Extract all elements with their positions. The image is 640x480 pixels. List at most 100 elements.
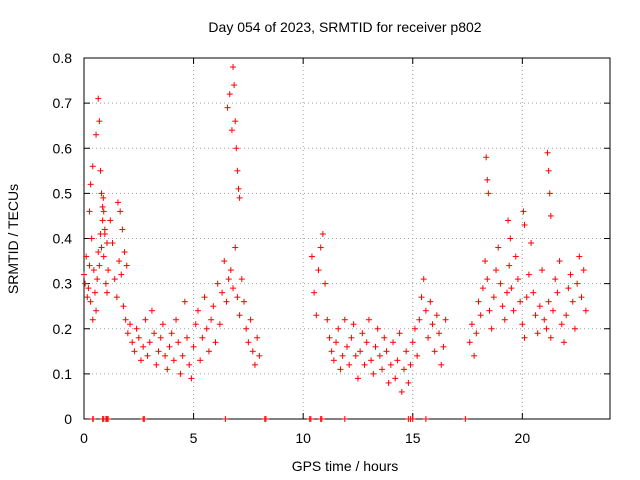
data-point: [363, 339, 370, 346]
data-point: [131, 348, 138, 355]
data-point: [236, 312, 243, 319]
data-point: [536, 303, 543, 310]
data-point: [335, 325, 342, 332]
data-point: [104, 240, 111, 247]
data-point: [194, 307, 201, 314]
data-point: [520, 208, 527, 215]
data-point: [118, 271, 125, 278]
data-point: [438, 361, 445, 368]
data-point: [405, 379, 412, 386]
data-point: [168, 330, 175, 337]
data-point: [116, 258, 123, 265]
data-point: [93, 307, 100, 314]
data-point: [93, 131, 100, 138]
data-point: [311, 289, 318, 296]
data-point: [368, 357, 375, 364]
x-tick-label: 15: [405, 430, 421, 446]
data-point: [105, 267, 112, 274]
data-point: [95, 95, 102, 102]
data-point: [440, 343, 447, 350]
data-point: [574, 280, 581, 287]
data-point: [346, 361, 353, 368]
data-point: [86, 262, 93, 269]
data-point: [83, 253, 90, 260]
data-point: [117, 208, 124, 215]
data-point: [521, 221, 528, 228]
data-point: [226, 91, 233, 98]
data-point: [225, 276, 232, 283]
data-point: [214, 280, 221, 287]
data-point: [503, 289, 510, 296]
data-point: [528, 240, 535, 247]
data-point: [387, 361, 394, 368]
data-point: [326, 334, 333, 341]
data-point: [578, 294, 585, 301]
data-point: [99, 217, 106, 224]
data-point: [121, 249, 128, 256]
data-point: [141, 416, 148, 422]
data-point: [556, 258, 563, 265]
data-point: [398, 388, 405, 395]
data-point: [512, 253, 519, 260]
data-point: [517, 298, 524, 305]
data-point: [173, 316, 180, 323]
data-point: [365, 316, 372, 323]
data-point: [475, 298, 482, 305]
data-point: [501, 316, 508, 323]
data-point: [247, 316, 254, 323]
data-point: [411, 325, 418, 332]
data-point: [333, 339, 340, 346]
data-point: [473, 330, 480, 337]
data-point: [249, 348, 256, 355]
data-point: [82, 280, 89, 287]
data-point: [111, 276, 118, 283]
data-point: [98, 244, 105, 251]
data-point: [569, 298, 576, 305]
grid-lines: [84, 58, 610, 419]
data-point: [87, 181, 94, 188]
data-point: [234, 294, 241, 301]
data-point: [228, 127, 235, 134]
data-point: [155, 348, 162, 355]
data-point: [105, 416, 112, 422]
data-point: [90, 416, 97, 422]
data-point: [86, 208, 93, 215]
data-point: [427, 298, 434, 305]
data-point: [484, 176, 491, 183]
data-point: [231, 82, 238, 89]
y-tick-label: 0.4: [53, 231, 73, 247]
data-point: [545, 298, 552, 305]
data-point: [96, 118, 103, 125]
data-point: [124, 330, 131, 337]
data-point: [81, 271, 87, 278]
data-point: [164, 366, 171, 373]
x-axis-label: GPS time / hours: [292, 458, 399, 474]
x-tick-label: 5: [190, 430, 198, 446]
data-point: [571, 325, 578, 332]
y-tick-label: 0.5: [53, 185, 73, 201]
data-point: [227, 267, 234, 274]
data-point: [442, 316, 449, 323]
data-point: [85, 285, 92, 292]
data-point: [192, 321, 199, 328]
data-point: [508, 285, 515, 292]
data-point: [313, 312, 320, 319]
data-point: [184, 334, 191, 341]
data-point: [199, 334, 206, 341]
data-point: [123, 262, 130, 269]
data-point: [565, 285, 572, 292]
data-point: [256, 352, 263, 359]
data-point: [396, 330, 403, 337]
data-point: [563, 312, 570, 319]
data-point: [89, 316, 96, 323]
data-point: [361, 361, 368, 368]
data-point: [429, 321, 436, 328]
data-points: [81, 64, 589, 422]
data-point: [142, 316, 149, 323]
data-point: [495, 244, 502, 251]
data-point: [539, 267, 546, 274]
data-point: [100, 253, 107, 260]
data-point: [521, 334, 528, 341]
data-point: [232, 118, 239, 125]
data-point: [166, 343, 173, 350]
